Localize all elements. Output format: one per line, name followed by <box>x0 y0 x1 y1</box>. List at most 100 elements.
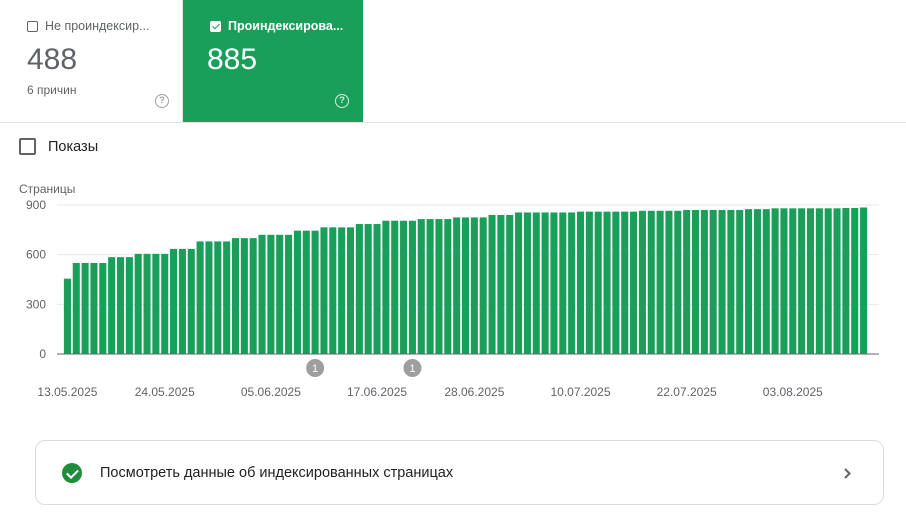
bar[interactable] <box>674 210 682 354</box>
bar[interactable] <box>691 209 700 354</box>
bar[interactable] <box>736 209 744 354</box>
bar[interactable] <box>638 210 646 354</box>
annotation-marker[interactable]: 1 <box>306 359 325 377</box>
bar[interactable] <box>798 208 806 354</box>
bar[interactable] <box>116 257 125 354</box>
bar[interactable] <box>851 207 859 354</box>
bar[interactable] <box>152 253 160 354</box>
bar[interactable] <box>700 209 708 354</box>
bar[interactable] <box>806 208 815 354</box>
bar[interactable] <box>833 208 841 354</box>
bar[interactable] <box>346 227 355 354</box>
bar[interactable] <box>276 234 284 354</box>
bar[interactable] <box>72 262 80 354</box>
bar[interactable] <box>214 241 222 354</box>
bar[interactable] <box>240 238 248 354</box>
bar[interactable] <box>196 241 204 354</box>
bar[interactable] <box>187 248 195 354</box>
bar[interactable] <box>780 208 788 354</box>
bar[interactable] <box>408 220 416 354</box>
bar[interactable] <box>656 210 664 354</box>
bar[interactable] <box>665 210 673 354</box>
bar[interactable] <box>745 209 753 354</box>
bar[interactable] <box>753 209 761 354</box>
bar[interactable] <box>108 257 116 354</box>
bar[interactable] <box>683 209 691 354</box>
bar[interactable] <box>231 238 240 354</box>
bar[interactable] <box>515 212 523 354</box>
bar[interactable] <box>373 224 381 354</box>
bar[interactable] <box>532 212 540 354</box>
bar[interactable] <box>99 262 107 354</box>
bar[interactable] <box>81 262 89 354</box>
annotation-marker[interactable]: 1 <box>403 359 422 377</box>
bar[interactable] <box>709 209 717 354</box>
bar[interactable] <box>585 211 593 354</box>
bar[interactable] <box>293 230 301 354</box>
bar[interactable] <box>771 208 779 354</box>
bar[interactable] <box>453 217 461 354</box>
bar[interactable] <box>550 212 558 354</box>
tab-indexed[interactable]: Проиндексирова... 885 ? <box>183 0 363 122</box>
bar[interactable] <box>355 224 363 354</box>
bar[interactable] <box>497 214 505 354</box>
bar[interactable] <box>576 211 585 354</box>
bar[interactable] <box>338 227 346 354</box>
bar[interactable] <box>364 224 372 354</box>
bar[interactable] <box>718 209 726 354</box>
bar[interactable] <box>630 211 638 354</box>
bar[interactable] <box>258 234 266 354</box>
impressions-toggle[interactable]: Показы <box>19 138 98 155</box>
bar[interactable] <box>824 208 832 354</box>
bar[interactable] <box>479 217 487 354</box>
bar[interactable] <box>789 208 797 354</box>
bar[interactable] <box>329 227 337 354</box>
bar[interactable] <box>400 220 408 354</box>
bar[interactable] <box>311 230 319 354</box>
bar[interactable] <box>488 214 496 354</box>
bar[interactable] <box>647 210 655 354</box>
bar[interactable] <box>249 238 257 354</box>
unchecked-checkbox-icon[interactable] <box>27 20 38 32</box>
bar[interactable] <box>435 219 443 354</box>
bar[interactable] <box>285 234 293 354</box>
bar[interactable] <box>320 227 328 354</box>
bar[interactable] <box>63 278 71 354</box>
bar[interactable] <box>594 211 602 354</box>
bar[interactable] <box>523 212 531 354</box>
bar[interactable] <box>541 212 549 354</box>
bar[interactable] <box>161 253 169 354</box>
bar[interactable] <box>612 211 620 354</box>
help-icon[interactable]: ? <box>335 94 349 108</box>
bar[interactable] <box>444 219 452 354</box>
bar[interactable] <box>205 241 213 354</box>
view-indexed-pages-link[interactable]: Посмотреть данные об индексированных стр… <box>35 440 884 505</box>
bar[interactable] <box>143 253 151 354</box>
checked-checkbox-icon[interactable] <box>210 20 221 32</box>
bar[interactable] <box>302 230 310 354</box>
bar[interactable] <box>559 212 567 354</box>
bar[interactable] <box>506 214 514 354</box>
bar[interactable] <box>90 262 98 354</box>
bar[interactable] <box>621 211 629 354</box>
bar[interactable] <box>727 209 735 354</box>
impressions-checkbox[interactable] <box>19 138 36 155</box>
bar[interactable] <box>461 217 470 354</box>
bar[interactable] <box>417 219 425 354</box>
bar[interactable] <box>426 219 434 354</box>
bar[interactable] <box>842 207 850 354</box>
bar[interactable] <box>860 207 868 354</box>
bar[interactable] <box>267 234 275 354</box>
bar[interactable] <box>382 220 390 354</box>
bar[interactable] <box>125 257 133 354</box>
bar[interactable] <box>134 253 142 354</box>
bar[interactable] <box>568 212 576 354</box>
help-icon[interactable]: ? <box>155 94 169 108</box>
bar[interactable] <box>762 209 770 354</box>
bar[interactable] <box>603 211 611 354</box>
bar[interactable] <box>815 208 823 354</box>
bar[interactable] <box>391 220 399 354</box>
bar[interactable] <box>170 248 178 354</box>
bar[interactable] <box>470 217 478 354</box>
tab-not-indexed[interactable]: Не проиндексир... 488 6 причин ? <box>0 0 183 122</box>
